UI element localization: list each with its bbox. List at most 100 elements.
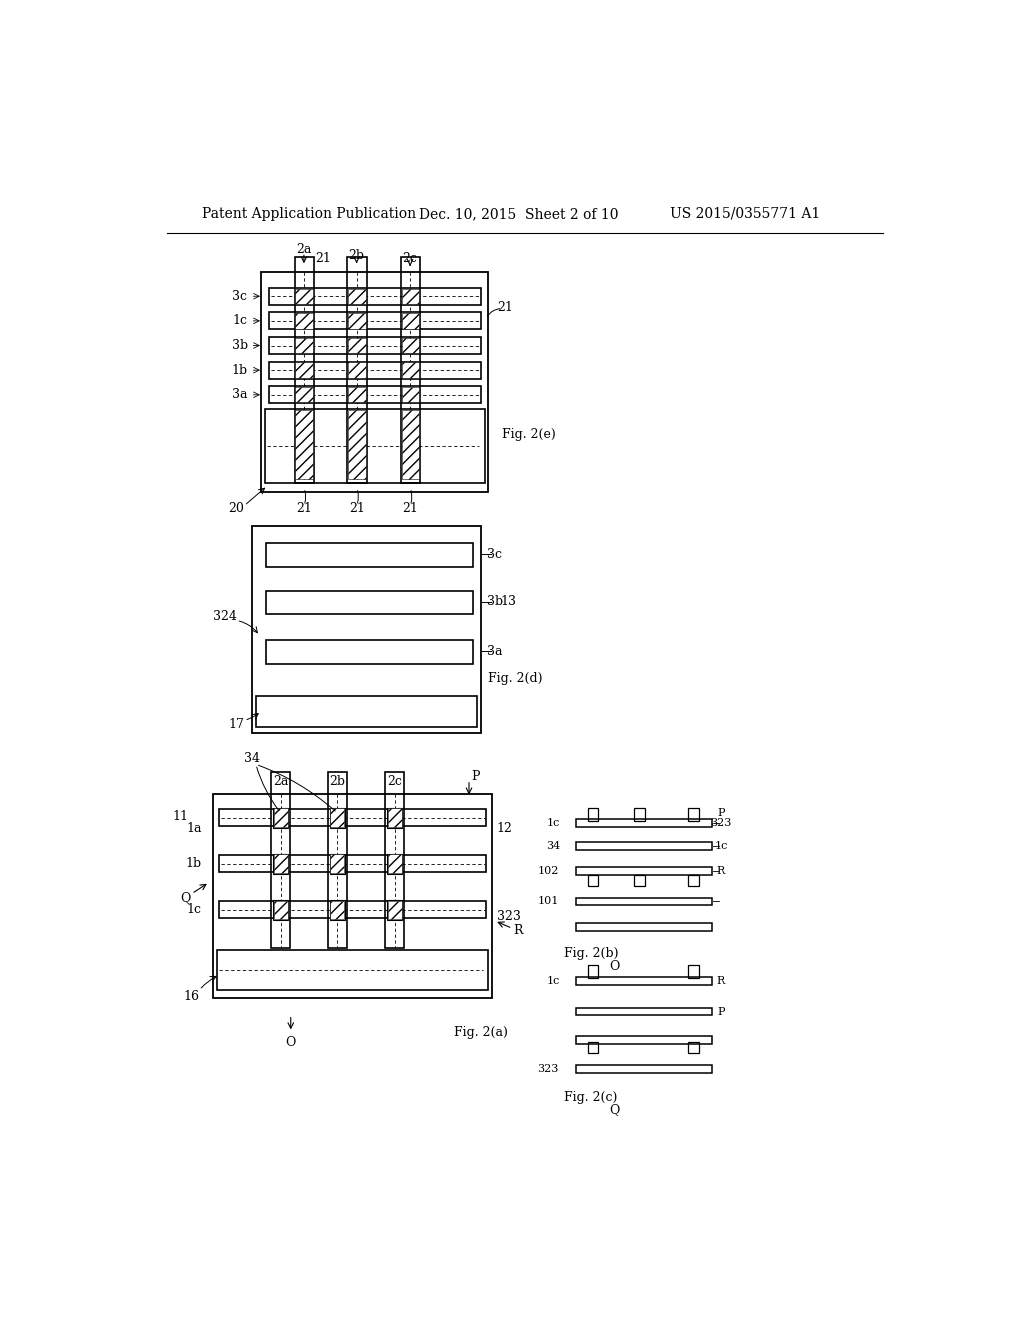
Text: Fig. 2(a): Fig. 2(a) xyxy=(454,1026,508,1039)
Text: 1c: 1c xyxy=(186,903,202,916)
Text: 21: 21 xyxy=(296,502,312,515)
Bar xyxy=(348,289,366,304)
Bar xyxy=(269,387,480,404)
Text: 21: 21 xyxy=(402,502,418,515)
Bar xyxy=(348,338,366,354)
Text: 16: 16 xyxy=(183,990,200,1003)
Text: 102: 102 xyxy=(538,866,559,875)
Bar xyxy=(575,842,712,850)
Text: 323: 323 xyxy=(711,818,731,828)
Text: 2b: 2b xyxy=(330,775,345,788)
Bar xyxy=(261,272,488,492)
Text: 1c: 1c xyxy=(547,975,560,986)
Bar xyxy=(588,808,598,821)
Bar xyxy=(688,1043,699,1053)
Text: Patent Application Publication: Patent Application Publication xyxy=(202,207,416,220)
Text: 323: 323 xyxy=(498,911,521,924)
Text: 3c: 3c xyxy=(232,289,247,302)
Text: 1c: 1c xyxy=(714,841,728,851)
Bar xyxy=(688,875,699,886)
Text: 3b: 3b xyxy=(231,339,248,352)
Text: 2b: 2b xyxy=(348,249,365,261)
Bar xyxy=(331,854,344,873)
Bar xyxy=(400,257,420,483)
Bar xyxy=(256,696,477,726)
Text: P: P xyxy=(717,1007,725,1016)
Text: 2c: 2c xyxy=(402,252,418,265)
Bar xyxy=(273,854,289,874)
Bar xyxy=(331,808,344,826)
Text: 21: 21 xyxy=(349,502,365,515)
Bar xyxy=(273,900,289,920)
Bar xyxy=(269,337,480,354)
Text: US 2015/0355771 A1: US 2015/0355771 A1 xyxy=(671,207,821,220)
Bar xyxy=(348,411,366,479)
Bar xyxy=(213,793,493,998)
Bar xyxy=(269,313,480,330)
Bar xyxy=(401,387,420,403)
Bar xyxy=(575,977,712,985)
Bar xyxy=(330,900,345,920)
Bar xyxy=(575,1065,712,1073)
Bar xyxy=(348,313,366,329)
Text: 1b: 1b xyxy=(185,857,202,870)
Text: 3b: 3b xyxy=(486,595,503,609)
Bar xyxy=(588,875,598,886)
Text: 34: 34 xyxy=(546,841,560,851)
Bar xyxy=(387,900,402,920)
Bar xyxy=(401,313,420,329)
Text: 21: 21 xyxy=(498,301,513,314)
Text: 21: 21 xyxy=(315,252,331,265)
Text: 324: 324 xyxy=(213,610,237,623)
Bar xyxy=(388,900,401,919)
Text: 2a: 2a xyxy=(273,775,289,788)
Bar xyxy=(295,411,313,479)
Bar xyxy=(348,363,366,378)
Bar xyxy=(575,818,712,826)
Bar xyxy=(219,809,486,826)
Bar xyxy=(588,965,598,978)
Text: 3c: 3c xyxy=(487,548,502,561)
Bar xyxy=(401,338,420,354)
Bar xyxy=(575,1007,712,1015)
Bar xyxy=(588,1043,598,1053)
Bar xyxy=(252,527,480,733)
Bar xyxy=(269,288,480,305)
Text: 1a: 1a xyxy=(186,822,202,834)
Bar xyxy=(273,854,288,873)
Bar xyxy=(348,387,366,403)
Bar xyxy=(273,808,289,828)
Bar xyxy=(331,900,344,919)
Text: 3a: 3a xyxy=(486,644,503,657)
Bar xyxy=(273,808,288,826)
Bar xyxy=(217,950,488,990)
Bar xyxy=(269,362,480,379)
Text: Q: Q xyxy=(180,891,190,904)
Text: 34: 34 xyxy=(244,752,260,766)
Text: P: P xyxy=(471,770,479,783)
Bar xyxy=(688,808,699,821)
Bar xyxy=(295,363,313,378)
Bar xyxy=(388,854,401,873)
Text: 12: 12 xyxy=(496,822,512,834)
Bar xyxy=(575,1036,712,1044)
Text: O: O xyxy=(609,961,620,973)
Bar xyxy=(330,854,345,874)
Bar xyxy=(387,808,402,828)
Text: R: R xyxy=(717,866,725,875)
Bar xyxy=(295,289,313,304)
Text: Fig. 2(d): Fig. 2(d) xyxy=(488,672,543,685)
Bar xyxy=(401,411,420,479)
Bar xyxy=(347,257,367,483)
Text: Fig. 2(e): Fig. 2(e) xyxy=(503,428,556,441)
Bar xyxy=(328,772,346,948)
Text: Fig. 2(c): Fig. 2(c) xyxy=(564,1092,617,1105)
Text: 11: 11 xyxy=(173,810,188,824)
Bar xyxy=(266,591,473,614)
Bar xyxy=(388,808,401,826)
Bar xyxy=(266,544,473,566)
Bar xyxy=(273,900,288,919)
Text: 2c: 2c xyxy=(387,775,402,788)
Bar xyxy=(266,640,473,664)
Bar xyxy=(219,902,486,919)
